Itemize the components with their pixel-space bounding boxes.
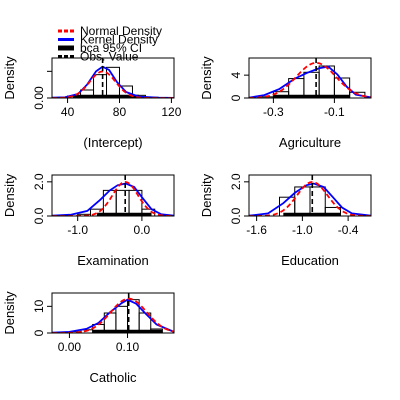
plot-frame <box>51 57 175 99</box>
kernel-density-line <box>52 182 174 216</box>
legend-label: bca 95% CI <box>80 41 142 55</box>
x-axis-label: Catholic <box>90 370 137 385</box>
y-axis-label: Density <box>2 291 17 335</box>
normal-density-line <box>52 70 174 98</box>
normal-density-line <box>52 297 174 333</box>
plot-area <box>52 58 174 98</box>
histogram-bar <box>128 189 143 216</box>
histogram-bar <box>333 77 351 98</box>
normal-density-line <box>249 181 371 216</box>
y-tick-label: 0 <box>32 329 46 336</box>
kernel-density-line <box>52 65 174 98</box>
plot-frame <box>51 292 175 334</box>
histogram-bar <box>115 305 129 333</box>
kernel-density-line <box>249 182 371 216</box>
panel-5: 0.00 0.10 0 10 Catholic Density <box>2 291 175 385</box>
normal-density-line <box>52 180 174 216</box>
histogram-bar <box>115 189 130 216</box>
histogram-bar <box>106 66 120 98</box>
x-tick-label: 0.0 <box>134 223 151 237</box>
panel-1: 40 80 120 0.00 (Intercept) Density <box>2 56 182 150</box>
x-tick-label: -1.6 <box>246 223 267 237</box>
plot-area <box>249 58 371 98</box>
x-axis-label: (Intercept) <box>83 135 142 150</box>
y-tick-label: 2.0 <box>229 173 243 190</box>
legend-label: Kernel Density <box>80 33 158 47</box>
plot-area <box>249 175 371 216</box>
kernel-density-line <box>52 298 174 333</box>
y-tick-label: 4 <box>229 71 243 78</box>
x-tick-label: -0.1 <box>324 105 345 119</box>
legend-entry: bca 95% CI <box>58 41 142 55</box>
plot-frame <box>248 174 372 217</box>
panel-2: -0.3 -0.1 0 4 Agriculture Density <box>199 56 372 150</box>
legend-entry: Obs. Value <box>58 50 139 64</box>
panel-3: -1.0 0.0 0.0 2.0 Examination Density <box>2 173 175 268</box>
plot-area <box>52 293 174 333</box>
legend-label: Obs. Value <box>80 50 139 64</box>
y-axis-label: Density <box>199 56 214 100</box>
y-tick-label: 0 <box>229 94 243 101</box>
plot-frame <box>248 57 372 99</box>
x-tick-label: 40 <box>61 105 75 119</box>
plot-frame <box>51 174 175 217</box>
x-axis-label: Education <box>281 253 339 268</box>
x-tick-label: 120 <box>161 105 181 119</box>
legend-label: Normal Density <box>80 24 162 38</box>
x-tick-label: -1.0 <box>67 223 88 237</box>
histogram-bar <box>93 74 108 98</box>
x-tick-label: 0.00 <box>58 340 82 354</box>
x-tick-label: -0.4 <box>338 223 359 237</box>
y-tick-label: 0.0 <box>32 207 46 224</box>
panel-4: -1.6 -1.0 -0.4 0.0 2.0 Education Density <box>199 173 372 268</box>
plot-area <box>52 175 174 216</box>
y-axis-label: Density <box>199 173 214 217</box>
x-tick-label: 0.10 <box>116 340 140 354</box>
y-tick-label: 0.0 <box>229 207 243 224</box>
y-tick-label: 0.00 <box>32 86 46 110</box>
x-tick-label: 80 <box>113 105 127 119</box>
x-axis-label: Examination <box>77 253 149 268</box>
x-tick-label: -1.0 <box>292 223 313 237</box>
legend-entry: Kernel Density <box>58 33 158 47</box>
normal-density-line <box>249 61 371 98</box>
y-tick-label: 10 <box>32 299 46 313</box>
y-axis-label: Density <box>2 56 17 100</box>
x-tick-label: -0.3 <box>263 105 284 119</box>
kernel-density-line <box>249 65 371 98</box>
histogram-bar <box>118 85 133 98</box>
y-tick-label: 2.0 <box>32 173 46 190</box>
legend-entry: Normal Density <box>58 24 162 38</box>
x-axis-label: Agriculture <box>279 135 341 150</box>
y-axis-label: Density <box>2 173 17 217</box>
